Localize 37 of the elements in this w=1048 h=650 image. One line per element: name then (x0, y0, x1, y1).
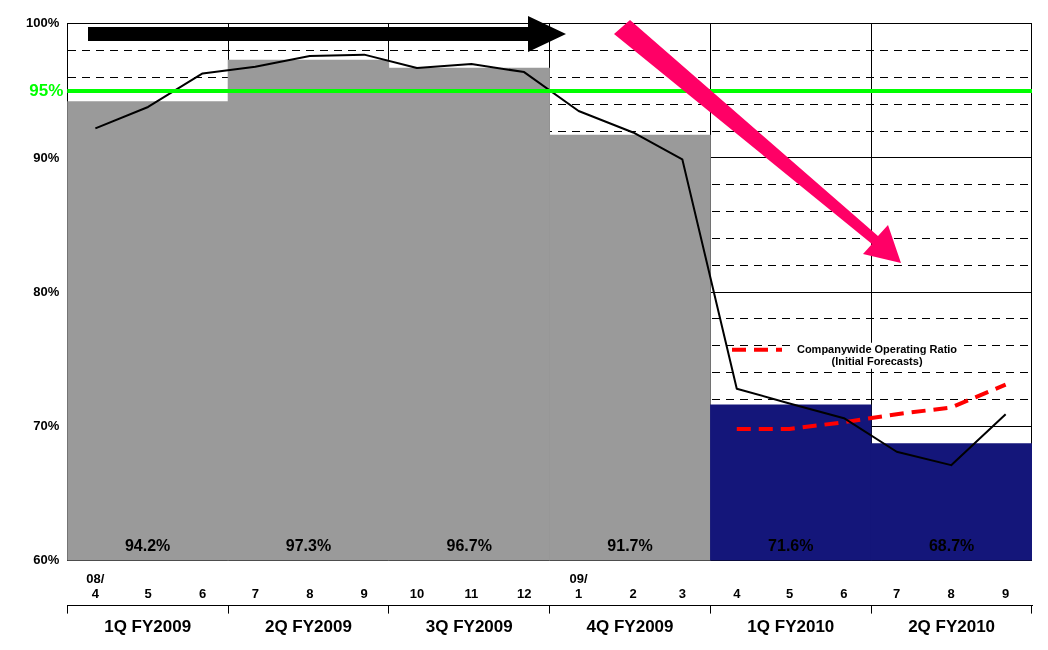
x2-tick-label: 6 (840, 586, 848, 602)
x2-tick-label: 8 (306, 586, 314, 602)
y-tick-label: 70% (33, 417, 60, 433)
data-label: 91.7% (607, 536, 653, 554)
legend-label: Companywide Operating Ratio (Initial Forecasts) (796, 342, 958, 367)
x2-tick-label: 10 (409, 586, 425, 602)
x2-tick-label: 6 (198, 586, 207, 602)
y-tick-label: 90% (33, 149, 60, 165)
x-tick-label: 1Q FY2009 (104, 617, 192, 637)
x2-tick-label: 08/ 4 (86, 570, 105, 602)
y-tick-label: 80% (33, 283, 60, 299)
x-tick-label: 2Q FY2010 (908, 617, 996, 637)
ref-line-label: 95% (29, 80, 64, 100)
data-label: 94.2% (124, 536, 171, 554)
x2-tick-label: 09/ 1 (569, 570, 589, 602)
x2-tick-label: 2 (629, 586, 637, 602)
data-label: 68.7% (928, 536, 975, 554)
x2-tick-label: 3 (678, 586, 686, 602)
y-tick-label: 60% (33, 551, 60, 567)
data-label: 96.7% (446, 536, 492, 554)
x-tick-label: 2Q FY2009 (264, 617, 352, 637)
data-label: 97.3% (285, 536, 332, 554)
x2-tick-label: 9 (360, 586, 368, 602)
x2-tick-label: 7 (893, 586, 901, 602)
x2-tick-label: 4 (733, 586, 742, 602)
x2-tick-label: 5 (785, 586, 794, 602)
x2-tick-label: 7 (251, 586, 259, 602)
x-tick-label: 3Q FY2009 (425, 617, 513, 637)
x2-tick-label: 5 (144, 586, 152, 602)
x2-tick-label: 11 (464, 586, 479, 602)
x2-tick-label: 8 (947, 586, 955, 602)
x-tick-label: 4Q FY2009 (586, 617, 674, 637)
x2-tick-label: 9 (1002, 586, 1010, 602)
x2-tick-label: 12 (516, 586, 532, 602)
y-tick-label: 100% (26, 15, 60, 31)
data-label: 71.6% (768, 536, 814, 554)
x-tick-label: 1Q FY2010 (747, 617, 835, 637)
